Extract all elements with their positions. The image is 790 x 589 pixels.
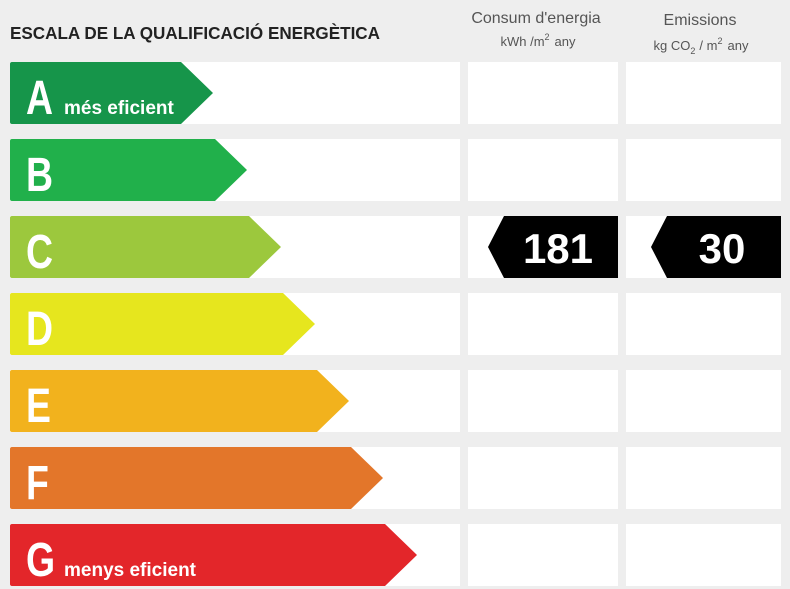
grade-letter: F: [26, 457, 49, 511]
unit-sup: 2: [717, 36, 722, 46]
cell: [468, 139, 618, 201]
cell: [626, 293, 781, 355]
grade-letter: C: [26, 226, 53, 280]
rating-arrow: [488, 216, 618, 278]
cell: [626, 139, 781, 201]
cell: [626, 524, 781, 586]
cell: [468, 62, 618, 124]
title: ESCALA DE LA QUALIFICACIÓ ENERGÈTICA: [10, 22, 380, 44]
unit-end: any: [555, 34, 576, 49]
emissions-unit: kg CO2/ m2 any: [654, 36, 749, 56]
unit: kWh /m: [500, 34, 544, 49]
grade-label: més eficient: [64, 98, 174, 119]
grade-arrow: [10, 62, 213, 124]
unit-sub: 2: [690, 46, 695, 56]
grade-letter: G: [26, 534, 55, 588]
unit: kg CO: [654, 38, 691, 53]
grade-letter: A: [26, 72, 53, 126]
grade-arrow: [10, 216, 281, 278]
grade-letter: B: [26, 149, 53, 203]
cell: [626, 62, 781, 124]
grade-arrow: [10, 447, 383, 509]
grade-arrow: [10, 139, 247, 201]
grade-letter: E: [26, 380, 51, 434]
energy-unit: kWh /m2 any: [500, 32, 576, 49]
unit-mid: / m: [699, 38, 717, 53]
emissions-header: Emissions: [664, 12, 737, 29]
grade-arrow: [10, 370, 349, 432]
grade-label: menys eficient: [64, 560, 197, 581]
rating-arrow: [651, 216, 781, 278]
grade-arrow: [10, 293, 315, 355]
cell: [468, 524, 618, 586]
cell: [468, 293, 618, 355]
unit-end: any: [727, 38, 748, 53]
energy-value: 181: [523, 225, 593, 272]
cell: [468, 370, 618, 432]
grade-letter: D: [26, 303, 53, 357]
energy-header: Consum d'energia: [471, 10, 600, 27]
unit-sup: 2: [545, 32, 550, 42]
cell: [468, 447, 618, 509]
cell: [626, 370, 781, 432]
emissions-value: 30: [699, 225, 746, 272]
grade-arrow: [10, 524, 417, 586]
cell: [626, 447, 781, 509]
